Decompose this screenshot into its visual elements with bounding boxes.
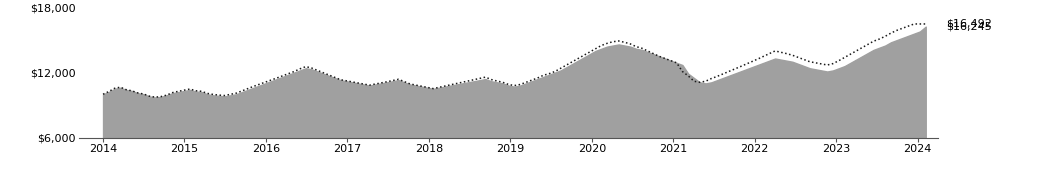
Text: $16,245: $16,245 — [946, 22, 992, 32]
Text: $16,492: $16,492 — [946, 19, 992, 29]
